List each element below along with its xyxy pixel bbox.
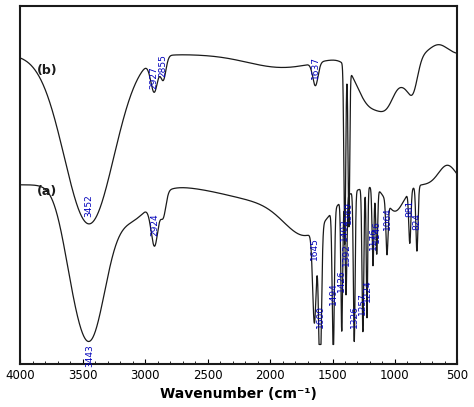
Text: 1426: 1426 xyxy=(337,269,346,292)
Text: 1224: 1224 xyxy=(363,280,372,302)
Text: 1146: 1146 xyxy=(372,221,381,243)
Text: 1369: 1369 xyxy=(345,201,354,223)
Text: 1064: 1064 xyxy=(383,208,392,230)
Text: 2927: 2927 xyxy=(150,66,159,89)
Text: 1402: 1402 xyxy=(340,219,349,241)
Text: 881: 881 xyxy=(405,200,414,217)
Text: (b): (b) xyxy=(36,64,57,77)
Text: 1494: 1494 xyxy=(329,282,338,305)
Text: 1600: 1600 xyxy=(316,305,325,328)
Text: (a): (a) xyxy=(36,185,57,198)
X-axis label: Wavenumber (cm⁻¹): Wavenumber (cm⁻¹) xyxy=(160,387,317,401)
Text: 3443: 3443 xyxy=(85,344,94,367)
Text: 1326: 1326 xyxy=(350,305,359,328)
Text: 824: 824 xyxy=(412,213,421,230)
Text: 3452: 3452 xyxy=(84,195,93,217)
Text: 2924: 2924 xyxy=(150,214,159,236)
Text: 1637: 1637 xyxy=(311,56,320,79)
Text: 2855: 2855 xyxy=(159,54,168,77)
Text: 1257: 1257 xyxy=(358,292,367,315)
Text: 1392: 1392 xyxy=(341,243,350,266)
Text: 1176: 1176 xyxy=(368,227,377,250)
Text: 1645: 1645 xyxy=(310,237,319,260)
